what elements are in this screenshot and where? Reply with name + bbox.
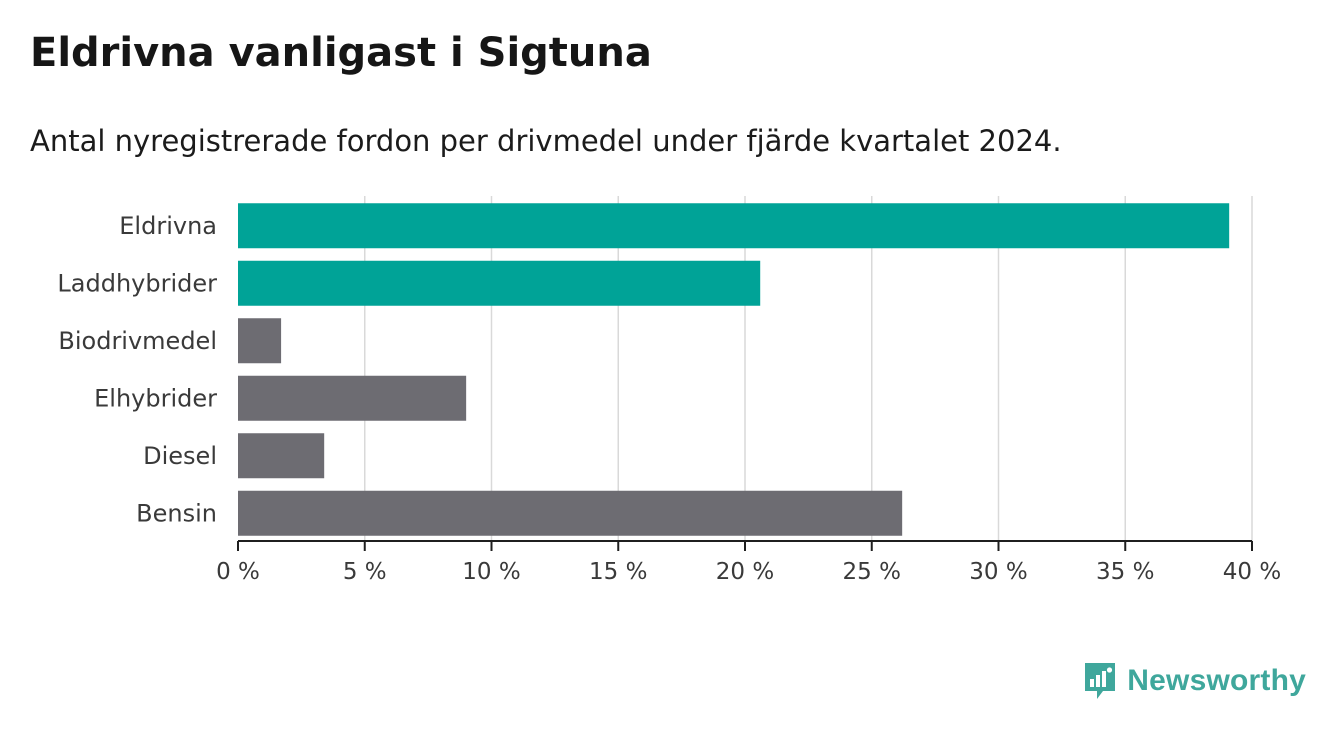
- x-tick-label: 30 %: [969, 559, 1027, 585]
- x-tick-label: 35 %: [1096, 559, 1154, 585]
- x-tick-label: 10 %: [462, 559, 520, 585]
- bar-bensin: [238, 490, 903, 536]
- category-label: Bensin: [136, 499, 217, 527]
- newsworthy-logo: Newsworthy: [1083, 661, 1306, 701]
- category-label: Eldrivna: [119, 212, 217, 240]
- category-label: Biodrivmedel: [58, 327, 217, 355]
- newsworthy-logo-icon: [1085, 663, 1116, 699]
- bar-elhybrider: [238, 375, 467, 421]
- category-label: Diesel: [143, 442, 217, 470]
- x-tick-label: 20 %: [716, 559, 774, 585]
- bar-eldrivna: [238, 203, 1230, 249]
- chart-subtitle: Antal nyregistrerade fordon per drivmede…: [30, 124, 1062, 158]
- x-tick-label: 5 %: [343, 559, 387, 585]
- newsworthy-logo-text: Newsworthy: [1127, 664, 1306, 697]
- x-tick-label: 0 %: [216, 559, 260, 585]
- bar-diesel: [238, 433, 325, 479]
- category-label: Laddhybrider: [57, 269, 217, 297]
- bar-biodrivmedel: [238, 318, 282, 364]
- x-tick-label: 40 %: [1223, 559, 1281, 585]
- x-tick-label: 15 %: [589, 559, 647, 585]
- bar-laddhybrider: [238, 260, 761, 306]
- category-label: Elhybrider: [94, 384, 217, 412]
- chart-title: Eldrivna vanligast i Sigtuna: [30, 30, 652, 76]
- x-tick-label: 25 %: [843, 559, 901, 585]
